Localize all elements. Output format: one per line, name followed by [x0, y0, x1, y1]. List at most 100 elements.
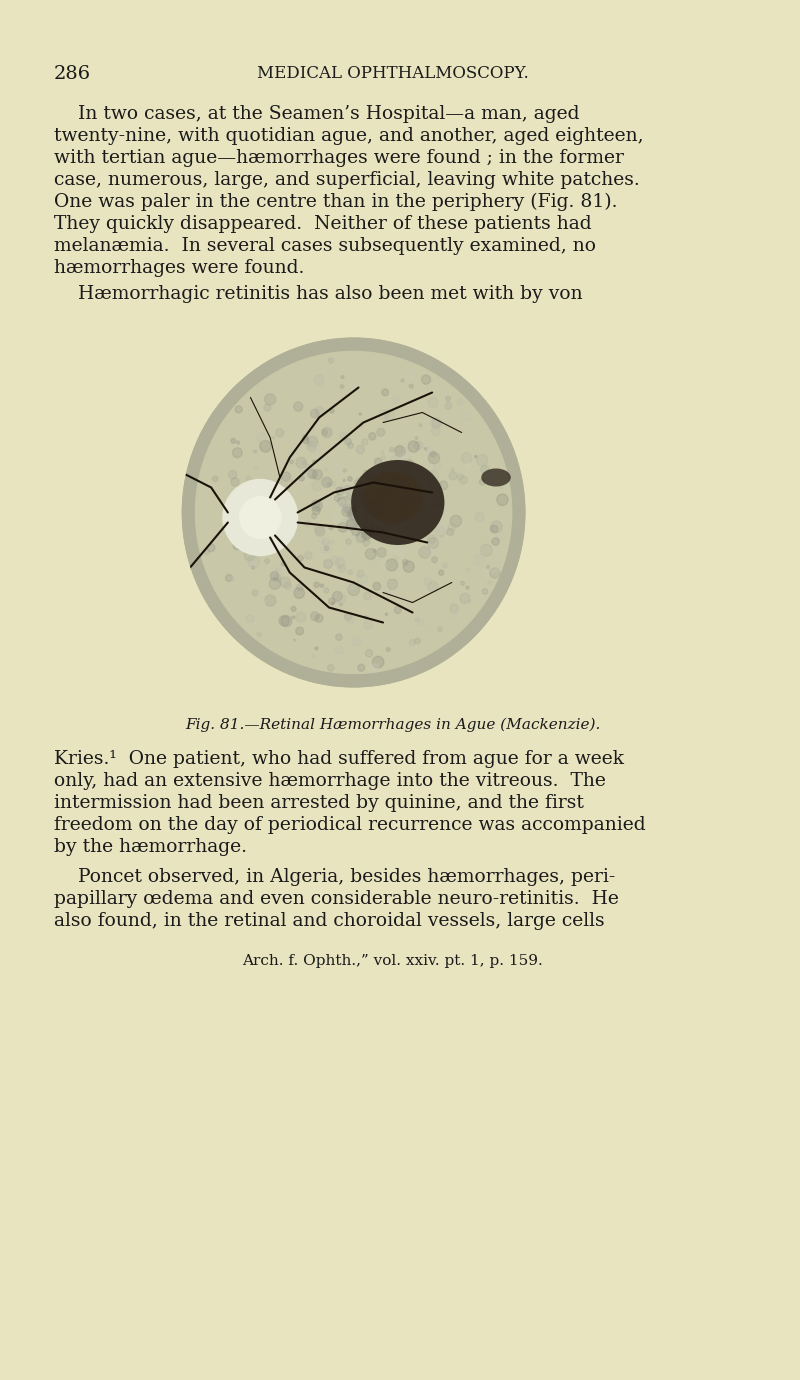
Circle shape: [291, 606, 296, 611]
Circle shape: [311, 500, 322, 511]
Circle shape: [382, 563, 387, 567]
Circle shape: [343, 486, 351, 494]
Circle shape: [242, 505, 252, 515]
Circle shape: [333, 592, 342, 602]
Circle shape: [213, 476, 218, 482]
Circle shape: [374, 479, 378, 483]
Circle shape: [352, 506, 359, 513]
Circle shape: [240, 497, 281, 538]
Circle shape: [346, 540, 351, 545]
Circle shape: [424, 516, 427, 519]
Circle shape: [335, 558, 345, 567]
Circle shape: [362, 527, 372, 538]
Text: intermission had been arrested by quinine, and the first: intermission had been arrested by quinin…: [54, 793, 584, 811]
Circle shape: [370, 500, 382, 511]
Circle shape: [254, 504, 264, 515]
Circle shape: [282, 562, 285, 566]
Circle shape: [374, 460, 382, 468]
Text: Poncet observed, in Algeria, besides hæmorrhages, peri-: Poncet observed, in Algeria, besides hæm…: [54, 868, 615, 886]
Circle shape: [329, 540, 334, 545]
Circle shape: [368, 531, 374, 537]
Circle shape: [435, 482, 442, 489]
Circle shape: [393, 476, 403, 486]
Circle shape: [392, 524, 397, 529]
Text: MEDICAL OPHTHALMOSCOPY.: MEDICAL OPHTHALMOSCOPY.: [257, 65, 529, 81]
Circle shape: [339, 603, 342, 606]
Circle shape: [358, 490, 367, 500]
Circle shape: [394, 464, 403, 473]
Circle shape: [428, 581, 438, 592]
Circle shape: [389, 546, 394, 552]
Circle shape: [373, 559, 379, 566]
Circle shape: [346, 615, 354, 624]
Circle shape: [332, 602, 334, 604]
Text: freedom on the day of periodical recurrence was accompanied: freedom on the day of periodical recurre…: [54, 816, 646, 834]
Circle shape: [449, 472, 457, 480]
Circle shape: [415, 437, 418, 439]
Circle shape: [354, 505, 365, 516]
Circle shape: [322, 538, 329, 545]
Circle shape: [347, 516, 358, 527]
Circle shape: [311, 654, 314, 658]
Circle shape: [275, 429, 284, 437]
Circle shape: [360, 498, 371, 511]
Circle shape: [254, 450, 257, 453]
Circle shape: [342, 506, 351, 516]
Circle shape: [257, 432, 266, 442]
Text: with tertian ague—hæmorrhages were found ; in the former: with tertian ague—hæmorrhages were found…: [54, 149, 624, 167]
Circle shape: [262, 600, 266, 603]
Circle shape: [474, 455, 477, 458]
Circle shape: [358, 664, 365, 671]
Text: Arch. f. Ophth.,” vol. xxiv. pt. 1, p. 159.: Arch. f. Ophth.,” vol. xxiv. pt. 1, p. 1…: [242, 954, 543, 967]
Circle shape: [282, 472, 290, 482]
Circle shape: [429, 472, 434, 477]
Circle shape: [356, 508, 363, 516]
Circle shape: [305, 520, 312, 527]
Circle shape: [475, 512, 484, 522]
Circle shape: [389, 524, 398, 534]
Circle shape: [375, 497, 384, 506]
Circle shape: [400, 454, 404, 458]
Circle shape: [313, 469, 322, 479]
Circle shape: [235, 406, 242, 413]
Circle shape: [281, 615, 292, 627]
Circle shape: [340, 497, 351, 508]
Circle shape: [340, 385, 344, 388]
Circle shape: [394, 606, 402, 614]
Circle shape: [344, 509, 347, 512]
Circle shape: [439, 524, 446, 531]
Circle shape: [320, 544, 330, 553]
Circle shape: [479, 479, 485, 484]
Circle shape: [405, 460, 414, 469]
Text: Fig. 81.—Retinal Hæmorrhages in Ague (Mackenzie).: Fig. 81.—Retinal Hæmorrhages in Ague (Ma…: [185, 718, 601, 733]
Circle shape: [409, 384, 414, 388]
Circle shape: [446, 529, 454, 535]
Circle shape: [348, 476, 352, 482]
Circle shape: [204, 549, 210, 555]
Circle shape: [343, 504, 351, 512]
Circle shape: [353, 511, 359, 516]
Circle shape: [241, 493, 243, 495]
Circle shape: [488, 581, 492, 585]
Circle shape: [351, 494, 362, 504]
Circle shape: [354, 523, 357, 526]
Circle shape: [274, 574, 282, 582]
Circle shape: [351, 509, 357, 515]
Circle shape: [252, 591, 258, 596]
Circle shape: [290, 460, 294, 464]
Circle shape: [419, 546, 430, 559]
Circle shape: [366, 471, 374, 480]
Circle shape: [338, 484, 349, 494]
Text: also found, in the retinal and choroidal vessels, large cells: also found, in the retinal and choroidal…: [54, 912, 605, 930]
Circle shape: [346, 506, 350, 511]
Bar: [113, 326, 594, 700]
Circle shape: [441, 535, 443, 537]
Circle shape: [378, 410, 389, 420]
Circle shape: [307, 468, 316, 477]
Circle shape: [364, 621, 372, 629]
Circle shape: [420, 486, 423, 490]
Circle shape: [345, 439, 351, 444]
Circle shape: [348, 584, 359, 596]
Circle shape: [451, 611, 458, 618]
Circle shape: [299, 476, 304, 482]
